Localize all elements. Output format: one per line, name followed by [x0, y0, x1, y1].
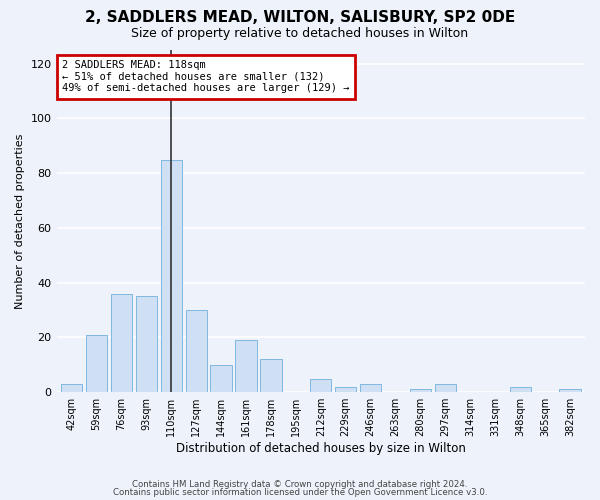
Text: Contains public sector information licensed under the Open Government Licence v3: Contains public sector information licen… [113, 488, 487, 497]
Text: Contains HM Land Registry data © Crown copyright and database right 2024.: Contains HM Land Registry data © Crown c… [132, 480, 468, 489]
Bar [559, 390, 581, 392]
Bar [310, 378, 331, 392]
Bar [410, 390, 431, 392]
Bar [509, 386, 531, 392]
Y-axis label: Number of detached properties: Number of detached properties [15, 134, 25, 309]
Text: 2 SADDLERS MEAD: 118sqm
← 51% of detached houses are smaller (132)
49% of semi-d: 2 SADDLERS MEAD: 118sqm ← 51% of detache… [62, 60, 349, 94]
Text: 2, SADDLERS MEAD, WILTON, SALISBURY, SP2 0DE: 2, SADDLERS MEAD, WILTON, SALISBURY, SP2… [85, 10, 515, 25]
Bar [86, 334, 107, 392]
Bar [335, 386, 356, 392]
Bar [211, 365, 232, 392]
Bar [161, 160, 182, 392]
Bar [61, 384, 82, 392]
Bar [185, 310, 207, 392]
Bar [235, 340, 257, 392]
Bar [111, 294, 132, 392]
Bar [360, 384, 381, 392]
Bar [260, 360, 281, 392]
Bar [435, 384, 456, 392]
X-axis label: Distribution of detached houses by size in Wilton: Distribution of detached houses by size … [176, 442, 466, 455]
Text: Size of property relative to detached houses in Wilton: Size of property relative to detached ho… [131, 28, 469, 40]
Bar [136, 296, 157, 392]
